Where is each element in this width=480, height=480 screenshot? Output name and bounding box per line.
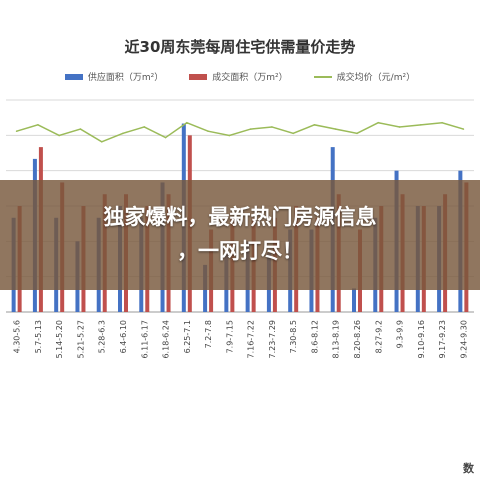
x-tick-label: 6.18-6.24 <box>162 320 171 359</box>
x-tick-label: 9.3-9.9 <box>396 320 405 348</box>
point-price <box>122 132 124 135</box>
point-price <box>398 126 401 128</box>
x-tick-label: 8.13-8.19 <box>332 320 341 359</box>
point-price <box>58 134 60 137</box>
x-tick-label: 7.2-7.8 <box>204 320 213 348</box>
x-tick-label: 5.7-5.13 <box>34 320 43 353</box>
point-price <box>356 132 358 135</box>
legend-swatch-supply <box>64 73 83 80</box>
promo-line-1: 独家爆料，最新热门房源信息 <box>103 205 377 229</box>
x-tick-label: 7.30-8.5 <box>289 320 298 353</box>
point-price <box>228 134 231 137</box>
point-price <box>164 136 167 139</box>
x-tick-label: 6.25-7.1 <box>183 320 192 353</box>
x-tick-label: 5.28-6.3 <box>98 320 107 353</box>
legend-item-price: 成交均价（元/m²） <box>313 70 416 83</box>
point-price <box>271 126 273 128</box>
point-price <box>334 128 337 130</box>
line-price <box>16 121 464 143</box>
promo-banner[interactable] <box>0 180 480 290</box>
x-tick-label: 7.23-7.29 <box>268 320 277 359</box>
x-tick-label: 4.30-5.6 <box>13 320 22 353</box>
point-price <box>441 121 443 124</box>
point-price <box>207 130 209 132</box>
point-price <box>100 141 103 143</box>
x-tick-label: 6.4-6.10 <box>119 320 128 353</box>
point-price <box>249 128 252 130</box>
point-price <box>79 128 82 130</box>
point-price <box>186 121 188 124</box>
point-price <box>377 121 380 124</box>
x-tick-label: 8.20-8.26 <box>353 320 362 359</box>
bar-supply <box>352 288 356 312</box>
legend-label-supply: 供应面积（万m²） <box>87 73 164 83</box>
legend-label-deal: 成交面积（万m²） <box>212 73 288 83</box>
x-tick-label: 9.17-9.23 <box>438 320 447 359</box>
x-tick-label: 6.11-6.17 <box>140 320 149 359</box>
point-price <box>143 126 146 128</box>
legend-item-deal: 成交面积（万m²） <box>189 70 288 83</box>
x-tick-label: 9.10-9.16 <box>417 320 426 359</box>
x-tick-label: 8.6-8.12 <box>310 320 319 353</box>
x-tick-label: 7.16-7.22 <box>247 320 256 359</box>
legend-swatch-price <box>313 75 332 78</box>
legend-swatch-deal <box>189 73 208 80</box>
point-price <box>292 132 294 135</box>
point-price <box>37 124 39 126</box>
point-price <box>313 124 316 126</box>
promo-banner-text[interactable]: 独家爆料，最新热门房源信息 ，一网打尽！ <box>0 200 480 268</box>
point-price <box>420 124 422 126</box>
legend-label-price: 成交均价（元/m²） <box>336 73 416 83</box>
corner-logo: 数 <box>463 462 474 475</box>
chart-legend: 供应面积（万m²） 成交面积（万m²） 成交均价（元/m²） <box>0 70 480 83</box>
point-price <box>462 128 465 130</box>
x-tick-label: 8.27-9.2 <box>374 320 383 353</box>
x-tick-label: 7.9-7.15 <box>225 320 234 353</box>
chart-title: 近30周东莞每周住宅供需量价走势 <box>124 38 356 56</box>
legend-item-supply: 供应面积（万m²） <box>64 70 164 83</box>
x-tick-label: 5.14-5.20 <box>55 320 64 359</box>
x-tick-label: 9.24-9.30 <box>459 320 468 359</box>
promo-line-2: ，一网打尽！ <box>177 239 303 263</box>
point-price <box>15 130 18 132</box>
x-tick-label: 5.21-5.27 <box>76 320 85 359</box>
